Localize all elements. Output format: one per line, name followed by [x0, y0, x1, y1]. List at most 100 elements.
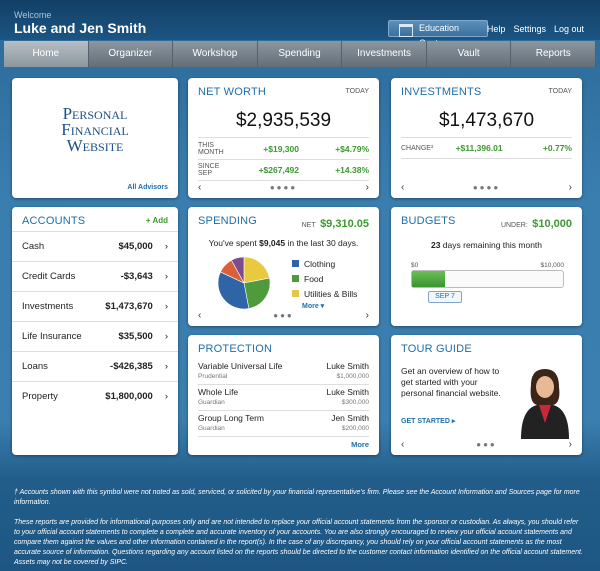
prev[interactable]: ‹: [401, 438, 405, 450]
legend-swatch: [292, 275, 299, 282]
under: UNDER: $10,000: [501, 214, 572, 232]
get-started[interactable]: GET STARTED ▸: [401, 418, 456, 425]
dots: ●●●●: [472, 182, 501, 192]
legend-label: Utilities & Bills: [304, 289, 358, 299]
nav-tab[interactable]: Vault: [427, 41, 512, 67]
period: TODAY: [548, 88, 572, 95]
prev[interactable]: ‹: [198, 181, 202, 193]
legend-item: Food: [292, 272, 357, 287]
next[interactable]: ›: [365, 181, 369, 193]
policy-row[interactable]: Variable Universal Life Luke Smith Prudent…: [198, 359, 369, 385]
change-row: SINCE SEP +$267,492 +14.38%: [198, 159, 369, 181]
budgets-card: BUDGETS UNDER: $10,000 23 days remaining…: [391, 207, 582, 326]
pager: ‹ ●●● ›: [198, 309, 369, 321]
chevron: ›: [164, 330, 168, 342]
link[interactable]: Log out: [553, 24, 584, 34]
link[interactable]: Help: [486, 24, 506, 34]
carrier: Guardian: [198, 425, 225, 432]
account-value: $35,500: [118, 330, 153, 342]
policy-name: Variable Universal Life: [198, 361, 283, 371]
nav-tab[interactable]: Spending: [258, 41, 343, 67]
account-name: Loans: [22, 360, 48, 372]
link[interactable]: All Advisors: [127, 184, 168, 191]
next[interactable]: ›: [365, 309, 369, 321]
label: SINCE SEP: [198, 163, 220, 177]
days-count: 23: [430, 240, 441, 250]
summary: You've spent $9,045 in the last 30 days.: [188, 238, 379, 248]
account-name: Life Insurance: [22, 330, 82, 342]
welcome: Welcome: [14, 10, 52, 20]
investments-value: $1,473,670: [438, 110, 535, 131]
footnote: † Accounts shown with this symbol were n…: [14, 489, 580, 506]
link[interactable]: Settings: [513, 24, 546, 34]
accounts-card: ACCOUNTS + Add Cash $45,000 › Credit Cards -…: [12, 207, 178, 455]
text: in the last 30 days.: [285, 238, 359, 248]
account-row[interactable]: Cash $45,000 ›: [12, 231, 178, 260]
percent: +0.77%: [542, 143, 572, 153]
account-row[interactable]: Property $1,800,000 ›: [12, 381, 178, 410]
account-row[interactable]: Loans -$426,385 ›: [12, 351, 178, 380]
account-name: Investments: [22, 300, 74, 312]
percent: +14.38%: [335, 165, 369, 175]
dots: ●●●●: [269, 182, 298, 192]
policy-name: Group Long Term: [198, 413, 264, 423]
brand-line: Financial: [61, 120, 129, 139]
label: THIS MONTH: [198, 141, 224, 156]
nav-tab[interactable]: Workshop: [173, 41, 258, 67]
prev[interactable]: ‹: [401, 181, 405, 193]
legend-label: Food: [304, 274, 324, 284]
chevron: ›: [164, 300, 168, 312]
account-value: $1,473,670: [105, 300, 153, 312]
percent: +$4.79%: [335, 143, 369, 154]
chevron: ›: [164, 360, 168, 372]
prev[interactable]: ‹: [198, 309, 202, 321]
account-row[interactable]: Investments $1,473,670 ›: [12, 291, 178, 320]
account-row[interactable]: Credit Cards -$3,643 ›: [12, 261, 178, 290]
header-links: Help Settings Log out: [487, 24, 584, 34]
pie-slice: [217, 271, 250, 310]
education-button[interactable]: Education Center: [388, 20, 488, 48]
pie-slice: [243, 277, 271, 309]
dots: ●●●: [476, 439, 497, 449]
legend: Clothing Food Utilities & Bills: [292, 257, 357, 302]
pager: ‹ ●●●● ›: [198, 181, 369, 193]
legend-swatch: [292, 290, 299, 297]
budget-fill: [412, 271, 445, 287]
next[interactable]: ›: [568, 438, 572, 450]
brand-line: Website: [66, 136, 124, 155]
account-name: Credit Cards: [22, 270, 76, 282]
legend-item: Utilities & Bills: [292, 287, 357, 302]
add-link[interactable]: + Add: [145, 216, 168, 225]
protection-card: PROTECTION Variable Universal Life Luke S…: [188, 335, 379, 455]
amount: $1,000,000: [336, 373, 369, 380]
change-row: CHANGE² +$11,396.01 +0.77%: [401, 137, 572, 159]
pie-chart: [217, 256, 271, 310]
more-link[interactable]: More: [351, 440, 369, 449]
next[interactable]: ›: [568, 181, 572, 193]
card-title: PROTECTION: [198, 343, 273, 355]
more-link[interactable]: More ▾: [302, 303, 325, 310]
card-title: SPENDING: [198, 215, 258, 227]
min-label: $0: [411, 262, 419, 269]
account-name: Property: [22, 390, 58, 402]
pie-slice: [231, 256, 245, 284]
legend-item: Clothing: [292, 257, 357, 272]
dots: ●●●: [273, 310, 294, 320]
policy-row[interactable]: Group Long Term Jen Smith Guardian $200,000: [198, 411, 369, 437]
policy-row[interactable]: Whole Life Luke Smith Guardian $300,000: [198, 385, 369, 411]
net: NET $9,310.05: [302, 214, 369, 232]
spending-card: SPENDING NET $9,310.05 You've spent $9,0…: [188, 207, 379, 326]
account-value: -$3,643: [120, 270, 153, 282]
nav-tab[interactable]: Home: [4, 41, 89, 67]
max-label: $10,000: [540, 262, 565, 269]
brand-logo: Personal Financial Website: [12, 105, 178, 155]
investments-card: INVESTMENTS TODAY $1,473,670 CHANGE² +$11…: [391, 78, 582, 198]
nav-tab[interactable]: Organizer: [89, 41, 174, 67]
account-row[interactable]: Life Insurance $35,500 ›: [12, 321, 178, 350]
nav-tab[interactable]: Reports: [511, 41, 597, 67]
account-name: Cash: [22, 240, 45, 252]
date-marker: SEP 7: [428, 291, 462, 303]
policy-name: Whole Life: [198, 387, 239, 397]
nav-tab[interactable]: Investments: [342, 41, 427, 67]
days: 23 days remaining this month: [391, 240, 582, 250]
